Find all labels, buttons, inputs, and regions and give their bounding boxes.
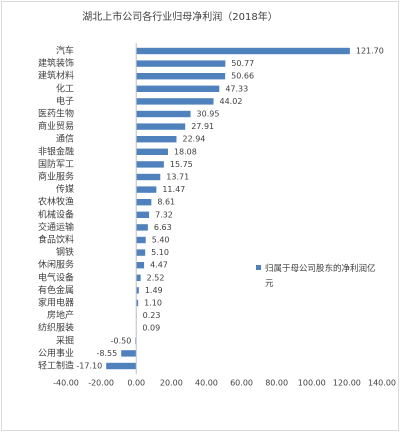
data-label: 5.40 <box>152 236 170 245</box>
x-tick-label: 40.00 <box>195 379 218 388</box>
y-tick-label: 电气设备 <box>38 271 74 283</box>
data-label: 18.08 <box>174 147 197 156</box>
y-tick-label: 采掘 <box>56 334 74 346</box>
data-label: 7.32 <box>155 210 173 219</box>
y-tick-label: 医药生物 <box>38 108 74 120</box>
bar <box>136 60 226 67</box>
bar <box>106 362 137 370</box>
y-tick-label: 休闲服务 <box>38 259 74 271</box>
bar <box>136 249 146 256</box>
y-tick-label: 化工 <box>56 82 74 94</box>
bar <box>136 274 141 281</box>
data-label: 8.61 <box>157 198 175 207</box>
data-label: -8.55 <box>97 349 118 358</box>
bar <box>136 173 161 181</box>
data-label: 27.91 <box>191 122 214 131</box>
bar <box>136 211 150 218</box>
data-label: 4.47 <box>150 261 168 270</box>
data-label: 13.71 <box>166 173 189 182</box>
y-tick-label: 轻工制造 <box>38 360 74 372</box>
bar <box>136 47 350 55</box>
x-tick-label: 60.00 <box>230 379 253 388</box>
y-tick-label: 商业服务 <box>38 171 74 183</box>
bar <box>136 287 139 294</box>
x-tick-label: -20.00 <box>88 379 114 388</box>
y-tick-label: 房地产 <box>47 309 74 321</box>
y-tick-label: 食品饮料 <box>38 234 74 246</box>
y-tick-label: 传媒 <box>56 183 74 195</box>
bar <box>136 236 146 244</box>
y-tick-label: 汽车 <box>56 45 74 57</box>
y-tick-label: 农林牧渔 <box>38 196 74 208</box>
y-tick-label: 电子 <box>56 95 74 107</box>
y-tick-label: 家用电器 <box>38 297 74 309</box>
data-label: 30.95 <box>197 110 220 119</box>
bar <box>121 350 137 357</box>
y-tick-label: 通信 <box>56 133 74 145</box>
y-tick-label: 商业贸易 <box>38 120 74 132</box>
bar <box>136 161 164 168</box>
data-label: -0.50 <box>111 336 132 345</box>
legend-swatch <box>256 265 261 270</box>
x-tick-label: 0.00 <box>127 379 145 388</box>
bar <box>136 148 168 155</box>
bar <box>136 299 139 307</box>
bar <box>136 73 226 80</box>
bar <box>136 199 152 206</box>
bar <box>136 136 177 143</box>
data-label: 0.23 <box>143 311 161 320</box>
y-tick-label: 建筑材料 <box>38 70 74 82</box>
bar <box>136 85 220 92</box>
data-label: 50.66 <box>231 72 254 81</box>
data-label: -17.10 <box>76 362 102 371</box>
bar <box>136 262 145 269</box>
y-tick-label: 交通运输 <box>38 221 74 233</box>
data-label: 1.49 <box>145 286 163 295</box>
data-label: 0.09 <box>142 324 160 333</box>
y-tick-label: 有色金属 <box>38 284 74 296</box>
y-tick-label: 国防军工 <box>38 158 74 170</box>
data-label: 50.77 <box>231 59 254 68</box>
x-tick-label: 140.00 <box>368 379 396 388</box>
y-tick-label: 纺织服装 <box>38 322 74 334</box>
bar <box>136 224 148 231</box>
x-tick-label: 120.00 <box>333 379 361 388</box>
x-tick-label: -40.00 <box>53 379 79 388</box>
data-label: 44.02 <box>220 97 243 106</box>
legend-label: 归属于母公司股东的净利润亿元 <box>265 264 376 289</box>
data-label: 6.63 <box>154 223 172 232</box>
bar <box>136 98 214 105</box>
data-label: 22.94 <box>182 135 205 144</box>
data-label: 47.33 <box>225 84 248 93</box>
data-label: 5.10 <box>151 248 169 257</box>
data-label: 15.75 <box>170 160 193 169</box>
data-label: 1.10 <box>144 299 162 308</box>
x-tick-label: 20.00 <box>160 379 183 388</box>
y-tick-label: 建筑装饰 <box>38 57 74 69</box>
y-tick-label: 钢铁 <box>56 246 74 258</box>
x-tick-label: 100.00 <box>298 379 326 388</box>
chart-title: 湖北上市公司各行业归母净利润（2018年） <box>82 10 277 23</box>
y-tick-label: 公用事业 <box>38 347 74 359</box>
data-label: 2.52 <box>147 273 165 282</box>
bar <box>136 110 191 118</box>
bar <box>136 123 186 130</box>
y-tick-label: 机械设备 <box>38 208 74 220</box>
data-label: 11.47 <box>162 185 185 194</box>
x-tick-label: 80.00 <box>265 379 288 388</box>
y-tick-label: 非银金融 <box>38 145 74 157</box>
bar <box>136 186 157 193</box>
data-label: 121.70 <box>356 47 384 56</box>
